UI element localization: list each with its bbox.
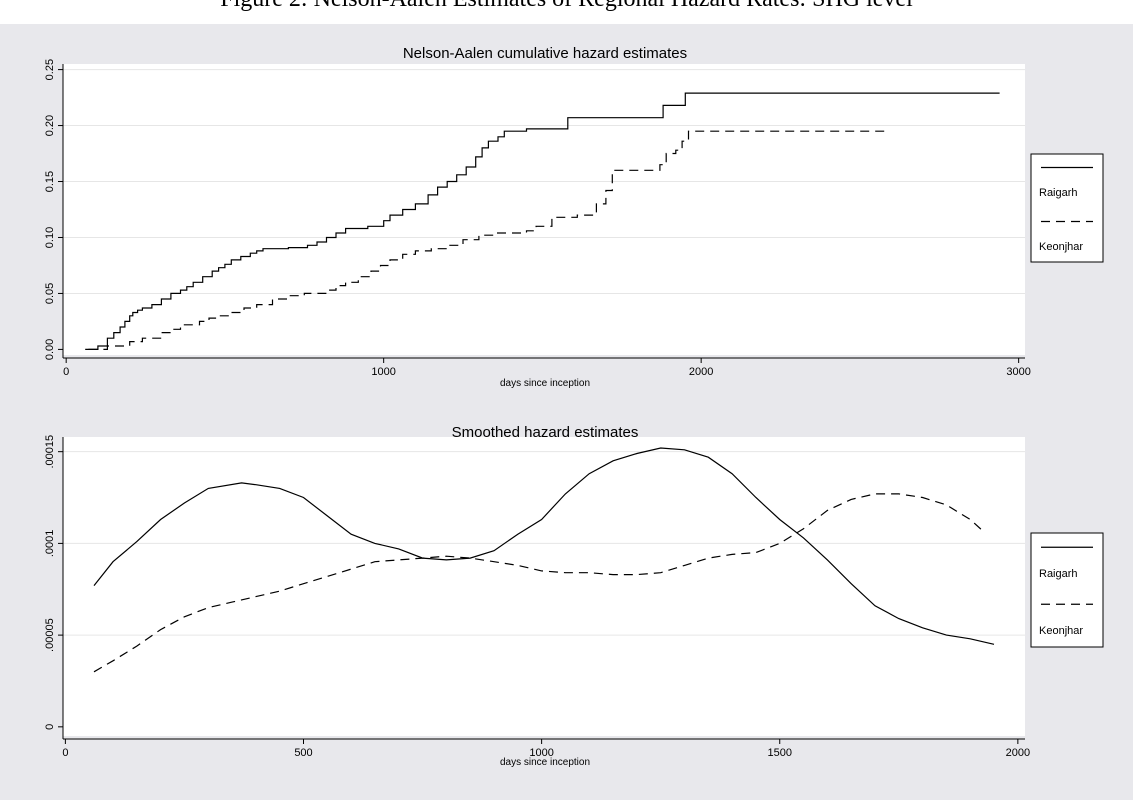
x-axis-label: days since inception	[500, 757, 590, 768]
y-tick-label: 0.00	[44, 339, 56, 360]
legend: Raigarh Keonjhar	[1030, 153, 1104, 263]
legend-box	[1030, 532, 1104, 648]
chart-cumulative-hazard: 0.00 0.05 0.10 0.15 0.20 0.25 0 1000 2000 3000 Nel…	[44, 45, 1104, 389]
legend-label-raigarh: Raigarh	[1039, 187, 1078, 199]
x-tick-label: 3000	[1006, 366, 1030, 378]
legend-label-keonjhar: Keonjhar	[1039, 241, 1083, 253]
y-tick-label: 0.20	[44, 115, 56, 136]
chart-title: Smoothed hazard estimates	[452, 424, 639, 441]
x-tick-label: 1000	[371, 366, 395, 378]
x-tick-label: 0	[62, 747, 68, 759]
x-tick-label: 1000	[529, 747, 553, 759]
x-tick-label: 0	[63, 366, 69, 378]
legend-label-raigarh: Raigarh	[1039, 568, 1078, 580]
y-tick-label: .0001	[44, 530, 56, 558]
chart-smoothed-hazard: 0 .00005 .0001 .00015 0 500 1000 1500 2000 Smooth…	[44, 424, 1104, 768]
y-tick-label: 0.10	[44, 227, 56, 248]
x-tick-label: 500	[294, 747, 312, 759]
series-line-raigarh	[93, 447, 995, 645]
figure-caption: Figure 2: Nelson-Aalen Estimates of Regi…	[0, 0, 1133, 13]
x-tick-label: 2000	[689, 366, 713, 378]
y-tick-label: .00005	[44, 618, 56, 652]
series-line-keonjhar	[93, 493, 985, 673]
y-tick-label: 0	[44, 724, 56, 730]
y-tick-label: 0.25	[44, 59, 56, 80]
x-tick-label: 2000	[1006, 747, 1030, 759]
x-axis-label: days since inception	[500, 378, 590, 389]
plot-area	[63, 437, 1025, 736]
series-line-keonjhar	[88, 130, 886, 350]
legend-label-keonjhar: Keonjhar	[1039, 625, 1083, 637]
series-line-raigarh	[85, 92, 1000, 350]
y-tick-label: 0.05	[44, 283, 56, 304]
x-tick-label: 1500	[767, 747, 791, 759]
legend: Raigarh Keonjhar	[1030, 532, 1104, 648]
chart-title: Nelson-Aalen cumulative hazard estimates	[403, 45, 687, 62]
y-tick-label: .00015	[44, 435, 56, 469]
y-tick-label: 0.15	[44, 171, 56, 192]
plot-area	[63, 64, 1025, 355]
legend-box	[1030, 153, 1104, 263]
